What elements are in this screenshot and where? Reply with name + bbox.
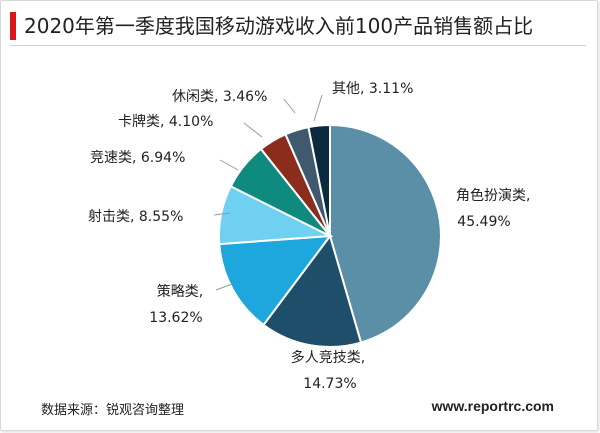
pie-slice-1 [329, 123, 442, 344]
pie-slice-2 [262, 233, 363, 348]
leader-line-6 [243, 122, 263, 138]
leader-line-7 [283, 98, 296, 114]
leader-line-8 [313, 94, 323, 122]
title-accent-bar [10, 12, 16, 40]
slice-label-5: 竞速类, 6.94% [90, 149, 185, 166]
slice-label-8: 其他, 3.11% [332, 81, 413, 97]
leader-line-3 [215, 283, 233, 291]
chart-title: 2020年第一季度我国移动游戏收入前100产品销售额占比 [24, 14, 534, 38]
slice-label-2: 多人竞技类, 14.73% [291, 349, 365, 392]
website-url: www.reportrc.com [431, 398, 554, 414]
slice-label-4: 射击类, 8.55% [88, 209, 183, 225]
data-source: 数据来源：锐观咨询整理 [41, 403, 185, 418]
slice-label-6: 卡牌类, 4.10% [118, 113, 213, 130]
leader-line-4 [213, 212, 231, 216]
slice-label-7: 休闲类, 3.46% [172, 89, 267, 105]
title-divider [10, 45, 586, 46]
slice-label-1: 角色扮演类, 45.49% [456, 187, 530, 230]
pie-slice-3 [218, 234, 333, 327]
pie-slice-8 [307, 123, 331, 237]
leader-line-5 [219, 159, 239, 171]
slice-label-3: 策略类, 13.62% [149, 283, 203, 326]
